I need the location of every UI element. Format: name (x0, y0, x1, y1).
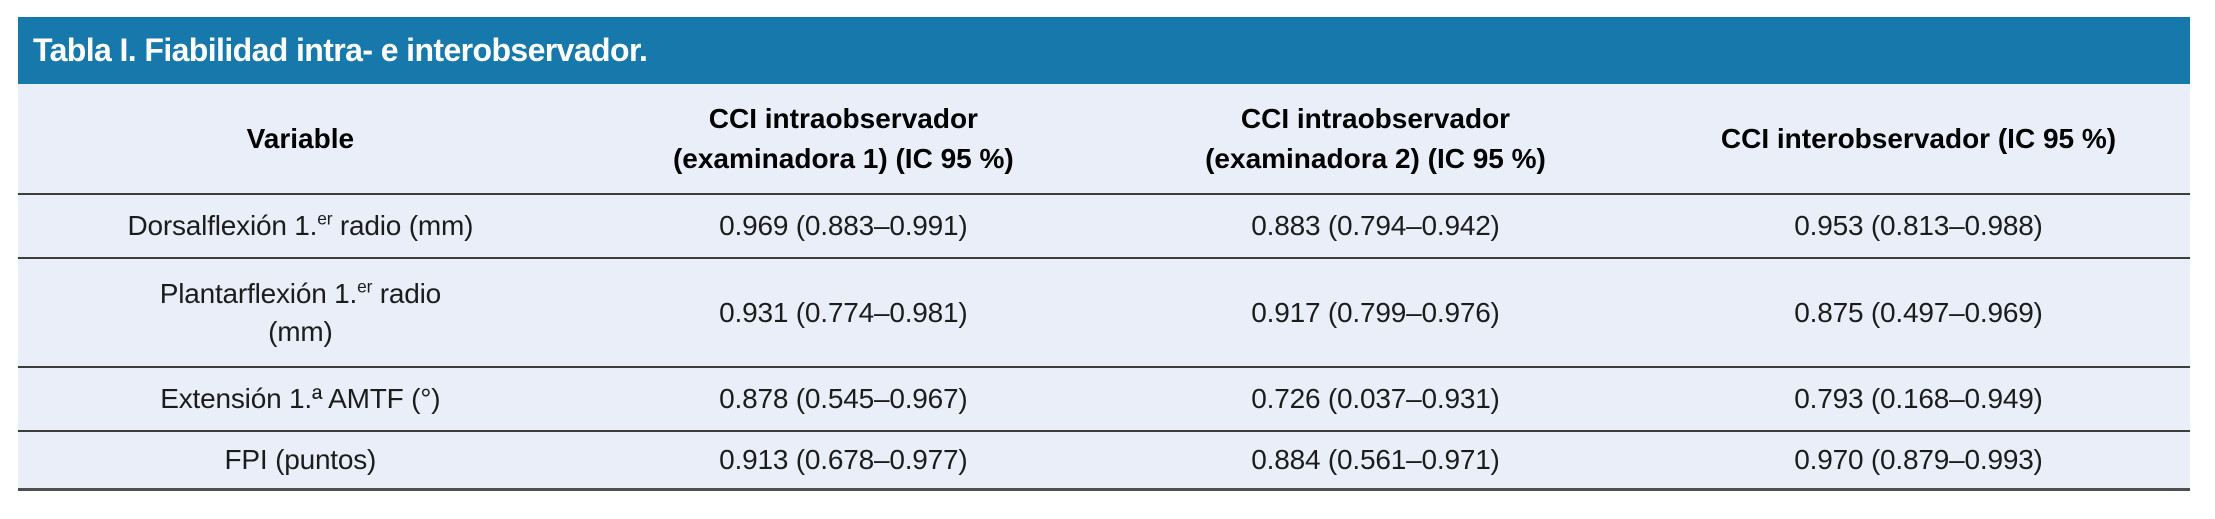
value-cell: 0.970 (0.879–0.993) (1794, 443, 2043, 475)
value-cell: 0.878 (0.545–0.967) (582, 367, 1104, 432)
table-title: Tabla I. Fiabilidad intra- e interobserv… (33, 32, 648, 68)
variable-cell: Plantarflexión 1.er radio (mm) (18, 258, 583, 368)
column-header-cci-intra-2: CCI intraobservador (examinadora 2) (IC … (1103, 84, 1647, 195)
table-row: Plantarflexión 1.er radio (mm) 0.931 (0.… (18, 258, 2190, 368)
column-header-cci-intra-1: CCI intraobservador (examinadora 1) (IC … (582, 84, 1104, 195)
value-cell: 0.883 (0.794–0.942) (1103, 194, 1647, 259)
ordinal-superscript: er (357, 276, 373, 297)
variable-text: FPI (puntos) (224, 443, 377, 475)
variable-cell: FPI (puntos) (18, 431, 583, 489)
value-cell: 0.913 (0.678–0.977) (719, 443, 968, 475)
value-cell: 0.875 (0.497–0.969) (1646, 258, 2190, 368)
variable-text: Extensión 1.ª AMTF (°) (160, 383, 441, 415)
variable-text: radio (mm) (268, 277, 441, 347)
variable-text: radio (mm) (332, 210, 474, 242)
value-cell: 0.953 (0.813–0.988) (1646, 194, 2190, 259)
table-row: FPI (puntos) 0.913 (0.678–0.977) 0.884 (… (18, 431, 2190, 489)
value-cell: 0.884 (0.561–0.971) (1251, 443, 1500, 475)
data-table: Variable CCI intraobservador (examinador… (18, 84, 2190, 491)
reliability-table: Tabla I. Fiabilidad intra- e interobserv… (18, 17, 2190, 491)
variable-cell: Extensión 1.ª AMTF (°) (18, 367, 583, 432)
ordinal-superscript: er (317, 208, 333, 229)
value-cell: 0.969 (0.883–0.991) (582, 194, 1104, 259)
value-cell: 0.917 (0.799–0.976) (1103, 258, 1647, 368)
value-cell: 0.931 (0.774–0.981) (582, 258, 1104, 368)
table-row: Dorsalflexión 1.er radio (mm) 0.969 (0.8… (18, 194, 2190, 259)
table-title-bar: Tabla I. Fiabilidad intra- e interobserv… (18, 17, 2190, 84)
column-header-cci-inter: CCI interobservador (IC 95 %) (1646, 84, 2190, 195)
variable-text: Dorsalflexión 1. (127, 210, 318, 242)
table-row: Extensión 1.ª AMTF (°) 0.878 (0.545–0.96… (18, 367, 2190, 432)
value-cell: 0.793 (0.168–0.949) (1646, 367, 2190, 432)
column-header-variable: Variable (18, 84, 583, 195)
value-cell: 0.726 (0.037–0.931) (1103, 367, 1647, 432)
header-row: Variable CCI intraobservador (examinador… (18, 84, 2190, 195)
variable-cell: Dorsalflexión 1.er radio (mm) (18, 194, 583, 259)
variable-text: Plantarflexión 1. (159, 277, 358, 309)
